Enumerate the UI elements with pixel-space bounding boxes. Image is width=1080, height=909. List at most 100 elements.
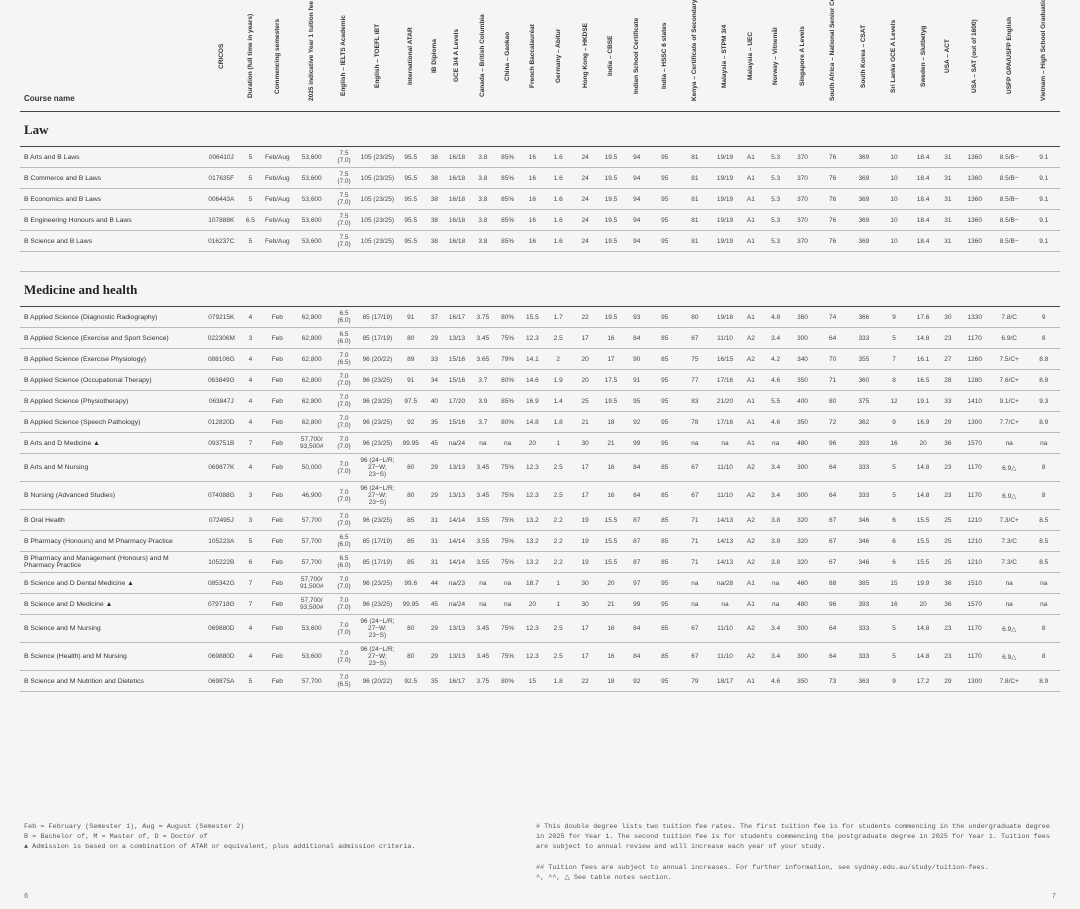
data-cell: 14/13 <box>711 531 739 552</box>
data-cell: 6.5 (6.0) <box>330 531 358 552</box>
data-cell: 9 <box>1027 307 1060 328</box>
data-cell: 1570 <box>959 433 991 454</box>
data-cell: 7 <box>240 433 262 454</box>
data-cell: 14/13 <box>711 552 739 573</box>
data-cell: 14.8 <box>909 643 937 671</box>
data-cell: 96 (23/25) <box>358 370 397 391</box>
data-cell: 369 <box>849 147 879 168</box>
col-header: Malaysia – STPM 3/4 <box>711 8 739 112</box>
data-cell: 5 <box>240 671 262 692</box>
data-cell: 8.9 <box>1027 412 1060 433</box>
data-cell: 10 <box>879 189 909 210</box>
data-cell: 13.2 <box>519 510 545 531</box>
data-cell: 6.9△ <box>991 454 1028 482</box>
data-cell: 75% <box>496 510 520 531</box>
data-cell: 360 <box>789 307 817 328</box>
data-cell: 20 <box>571 349 599 370</box>
data-cell: 85% <box>496 189 520 210</box>
data-cell: 069880D <box>203 643 240 671</box>
data-cell: 7.5 (7.0) <box>330 210 358 231</box>
data-cell: 5 <box>240 231 262 252</box>
data-cell: 9 <box>879 307 909 328</box>
course-table: Course nameCRICOSDuration (full time in … <box>20 8 1060 692</box>
data-cell: 85% <box>496 210 520 231</box>
data-cell: 95.5 <box>397 147 425 168</box>
table-row: B Applied Science (Physiotherapy)063847J… <box>20 391 1060 412</box>
data-cell: 75% <box>496 531 520 552</box>
data-cell: 363 <box>849 671 879 692</box>
data-cell: 4 <box>240 643 262 671</box>
data-cell: 2.5 <box>545 482 571 510</box>
data-cell: 006410J <box>203 147 240 168</box>
data-cell: 24 <box>571 147 599 168</box>
data-cell: 18 <box>599 412 623 433</box>
data-cell: 2.5 <box>545 615 571 643</box>
data-cell: 1170 <box>959 643 991 671</box>
table-row: B Applied Science (Exercise Physiology)0… <box>20 349 1060 370</box>
data-cell: 300 <box>789 454 817 482</box>
data-cell: 4 <box>240 349 262 370</box>
data-cell: 80 <box>397 454 425 482</box>
data-cell: 72 <box>817 412 849 433</box>
data-cell: A1 <box>739 594 763 615</box>
data-cell: 31 <box>937 168 959 189</box>
data-cell: na <box>470 594 496 615</box>
data-cell: 8.5 <box>1027 510 1060 531</box>
data-cell: 85 (17/19) <box>358 328 397 349</box>
data-cell: 369 <box>849 210 879 231</box>
data-cell: 85 <box>651 454 679 482</box>
data-cell: 19.5 <box>599 147 623 168</box>
data-cell: Feb <box>261 412 293 433</box>
data-cell: na <box>679 573 711 594</box>
data-cell: 8 <box>1027 643 1060 671</box>
data-cell: 94 <box>623 147 651 168</box>
data-cell: 7.8/C <box>991 307 1028 328</box>
data-cell: 079215K <box>203 307 240 328</box>
data-cell: 95 <box>651 189 679 210</box>
data-cell: 85% <box>496 168 520 189</box>
data-cell: 8 <box>879 370 909 391</box>
data-cell: 90 <box>623 349 651 370</box>
data-cell: 3.45 <box>470 328 496 349</box>
data-cell: 16/17 <box>444 307 470 328</box>
data-cell: 95.5 <box>397 231 425 252</box>
data-cell: 17/16 <box>711 412 739 433</box>
data-cell: 95 <box>651 412 679 433</box>
data-cell: 1.9 <box>545 370 571 391</box>
data-cell: 76 <box>817 231 849 252</box>
data-cell: 3 <box>240 328 262 349</box>
data-cell: 1.4 <box>545 391 571 412</box>
data-cell: 320 <box>789 552 817 573</box>
data-cell: Feb <box>261 454 293 482</box>
data-cell: 3.7 <box>470 412 496 433</box>
data-cell: A1 <box>739 147 763 168</box>
data-cell: 15/16 <box>444 370 470 391</box>
data-cell: 19/19 <box>711 210 739 231</box>
data-cell: 017635F <box>203 168 240 189</box>
data-cell: 36 <box>937 573 959 594</box>
data-cell: 96 (24−L/R; 27−W; 23−S) <box>358 615 397 643</box>
data-cell: 17 <box>571 482 599 510</box>
data-cell: 15.5 <box>909 531 937 552</box>
data-cell: 333 <box>849 482 879 510</box>
data-cell: 16 <box>599 643 623 671</box>
data-cell: 45 <box>425 594 444 615</box>
data-cell: 4 <box>240 615 262 643</box>
data-cell: 53,600 <box>293 147 330 168</box>
col-header: Commencing semesters <box>261 8 293 112</box>
data-cell: 022306M <box>203 328 240 349</box>
data-cell: 6.9△ <box>991 615 1028 643</box>
data-cell: 30 <box>571 433 599 454</box>
data-cell: 105 (23/25) <box>358 168 397 189</box>
data-cell: 3.7 <box>470 370 496 391</box>
data-cell: 18 <box>599 671 623 692</box>
data-cell: 8.5 <box>1027 531 1060 552</box>
data-cell: A2 <box>739 482 763 510</box>
data-cell: 16/17 <box>444 671 470 692</box>
data-cell: 3.4 <box>763 615 789 643</box>
data-cell: 6.5 <box>240 210 262 231</box>
data-cell: 3.8 <box>763 531 789 552</box>
data-cell: 6 <box>879 510 909 531</box>
data-cell: 1 <box>545 594 571 615</box>
data-cell: 24 <box>571 168 599 189</box>
